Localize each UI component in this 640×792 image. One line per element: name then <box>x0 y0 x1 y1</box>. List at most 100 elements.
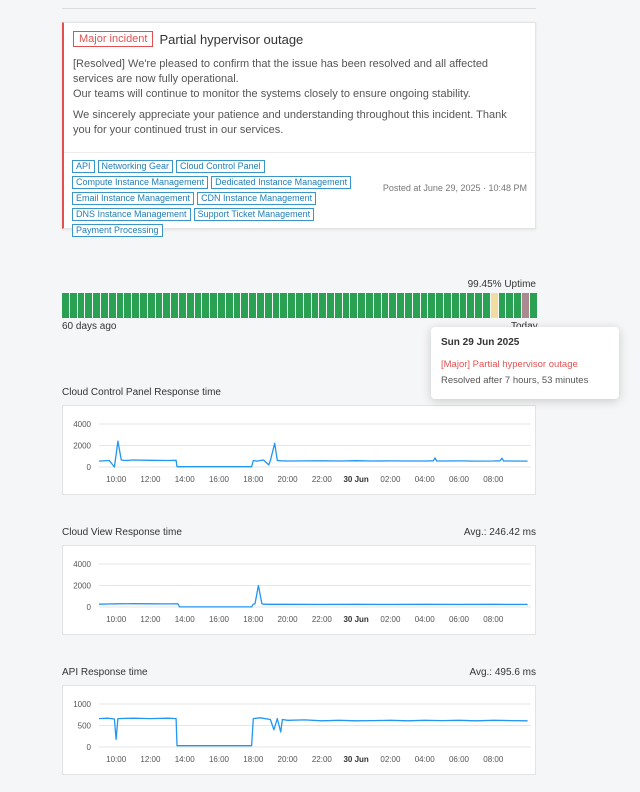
uptime-day-bar[interactable] <box>490 293 498 318</box>
uptime-day-bar[interactable] <box>139 293 147 318</box>
uptime-day-bar[interactable] <box>178 293 186 318</box>
uptime-day-bar[interactable] <box>405 293 412 318</box>
service-tag[interactable]: API <box>72 160 95 173</box>
service-tag[interactable]: Support Ticket Management <box>193 208 315 221</box>
uptime-day-bar[interactable] <box>436 293 444 318</box>
uptime-day-bar[interactable] <box>108 293 116 318</box>
uptime-day-bar[interactable] <box>389 293 397 318</box>
uptime-day-bar[interactable] <box>444 293 451 318</box>
uptime-day-bar[interactable] <box>420 293 428 318</box>
chart-svg: 0 2000 4000 10:00 12:00 14:00 16:00 18:00 20:00 2… <box>73 560 531 624</box>
uptime-day-bar[interactable] <box>342 293 350 318</box>
chart-title: Cloud Control Panel Response time <box>62 387 221 398</box>
service-tag[interactable]: DNS Instance Management <box>72 208 191 221</box>
uptime-day-bar[interactable] <box>327 293 334 318</box>
uptime-day-bar[interactable] <box>124 293 132 318</box>
x-tick-label: 12:00 <box>140 615 161 624</box>
service-tag[interactable]: Email Instance Management <box>72 192 195 205</box>
uptime-day-bar[interactable] <box>147 293 155 318</box>
uptime-day-bar[interactable] <box>272 293 280 318</box>
range-end-label: Today <box>511 321 538 332</box>
uptime-day-bar[interactable] <box>459 293 467 318</box>
uptime-day-bar[interactable] <box>498 293 506 318</box>
uptime-day-bar[interactable] <box>225 293 233 318</box>
x-tick-label: 10:00 <box>106 755 127 764</box>
uptime-day-bar[interactable] <box>194 293 202 318</box>
uptime-day-bar[interactable] <box>295 293 303 318</box>
uptime-day-bar[interactable] <box>100 293 108 318</box>
service-tag[interactable]: Dedicated Instance Management <box>211 176 352 189</box>
incident-paragraph: [Resolved] We're pleased to confirm that… <box>73 58 489 85</box>
uptime-day-bar[interactable] <box>483 293 490 318</box>
uptime-day-bar[interactable] <box>256 293 264 318</box>
uptime-day-bar[interactable] <box>93 293 100 318</box>
uptime-day-bar[interactable] <box>280 293 288 318</box>
uptime-day-bar[interactable] <box>210 293 217 318</box>
uptime-day-bar[interactable] <box>467 293 475 318</box>
uptime-day-bar[interactable] <box>132 293 139 318</box>
service-tag[interactable]: Networking Gear <box>97 160 174 173</box>
response-time-line <box>98 717 528 747</box>
uptime-day-bar[interactable] <box>288 293 295 318</box>
response-time-line <box>98 584 528 608</box>
x-tick-label: 06:00 <box>449 475 470 484</box>
x-tick-label: 22:00 <box>312 475 333 484</box>
response-time-line <box>98 440 528 468</box>
chart-svg: 0 2000 4000 10:00 12:00 14:00 16:00 18:00 20:00 2… <box>73 420 531 484</box>
uptime-day-bar[interactable] <box>358 293 366 318</box>
top-divider <box>62 8 536 9</box>
uptime-day-bar[interactable] <box>264 293 272 318</box>
uptime-day-bar[interactable] <box>217 293 225 318</box>
chart-title: API Response time <box>62 667 148 678</box>
uptime-day-bar[interactable] <box>241 293 249 318</box>
uptime-day-bar[interactable] <box>186 293 194 318</box>
chart-title: Cloud View Response time <box>62 527 182 538</box>
uptime-day-bar[interactable] <box>522 293 529 318</box>
uptime-day-bar[interactable] <box>451 293 459 318</box>
uptime-day-bar[interactable] <box>202 293 210 318</box>
service-tag[interactable]: Compute Instance Management <box>72 176 209 189</box>
x-tick-label: 02:00 <box>380 755 401 764</box>
uptime-day-bar[interactable] <box>249 293 256 318</box>
uptime-day-bar[interactable] <box>428 293 436 318</box>
y-tick-label: 1000 <box>73 700 91 709</box>
uptime-day-bar[interactable] <box>85 293 93 318</box>
incident-title[interactable]: Partial hypervisor outage <box>159 31 304 47</box>
uptime-day-bar[interactable] <box>350 293 358 318</box>
service-tag[interactable]: Cloud Control Panel <box>176 160 265 173</box>
service-tag[interactable]: CDN Instance Management <box>197 192 317 205</box>
response-chart-cloud-view: 0 2000 4000 10:00 12:00 14:00 16:00 18:00 20:00 2… <box>62 545 536 635</box>
x-tick-label: 04:00 <box>415 755 436 764</box>
x-tick-label: 04:00 <box>415 475 436 484</box>
uptime-day-bar[interactable] <box>334 293 342 318</box>
uptime-day-bar[interactable] <box>319 293 327 318</box>
uptime-day-bar[interactable] <box>77 293 85 318</box>
tooltip-resolved-text: Resolved after 7 hours, 53 minutes <box>441 375 589 386</box>
tooltip-incident-link[interactable]: [Major] Partial hypervisor outage <box>441 359 578 370</box>
uptime-day-bar[interactable] <box>171 293 178 318</box>
uptime-day-bar[interactable] <box>514 293 522 318</box>
uptime-day-bar[interactable] <box>163 293 171 318</box>
uptime-day-bar[interactable] <box>381 293 389 318</box>
uptime-day-bar[interactable] <box>62 293 69 318</box>
affected-services: API Networking Gear Cloud Control Panel … <box>72 160 392 240</box>
uptime-day-bar[interactable] <box>397 293 405 318</box>
uptime-day-bar[interactable] <box>155 293 163 318</box>
uptime-day-bar[interactable] <box>373 293 381 318</box>
uptime-day-bar[interactable] <box>366 293 373 318</box>
uptime-day-bar[interactable] <box>116 293 124 318</box>
uptime-day-bar[interactable] <box>475 293 483 318</box>
uptime-day-bar[interactable] <box>412 293 420 318</box>
incident-card: Major incident Partial hypervisor outage… <box>62 22 536 237</box>
uptime-day-bar[interactable] <box>506 293 514 318</box>
uptime-day-bar[interactable] <box>529 293 537 318</box>
uptime-day-bar[interactable] <box>311 293 319 318</box>
service-tag[interactable]: Payment Processing <box>72 224 163 237</box>
uptime-day-bar[interactable] <box>69 293 77 318</box>
uptime-day-bar[interactable] <box>233 293 241 318</box>
uptime-day-bar[interactable] <box>303 293 311 318</box>
x-tick-label: 20:00 <box>278 615 299 624</box>
x-tick-label: 16:00 <box>209 615 230 624</box>
y-tick-label: 4000 <box>73 420 91 429</box>
x-tick-label: 10:00 <box>106 475 127 484</box>
